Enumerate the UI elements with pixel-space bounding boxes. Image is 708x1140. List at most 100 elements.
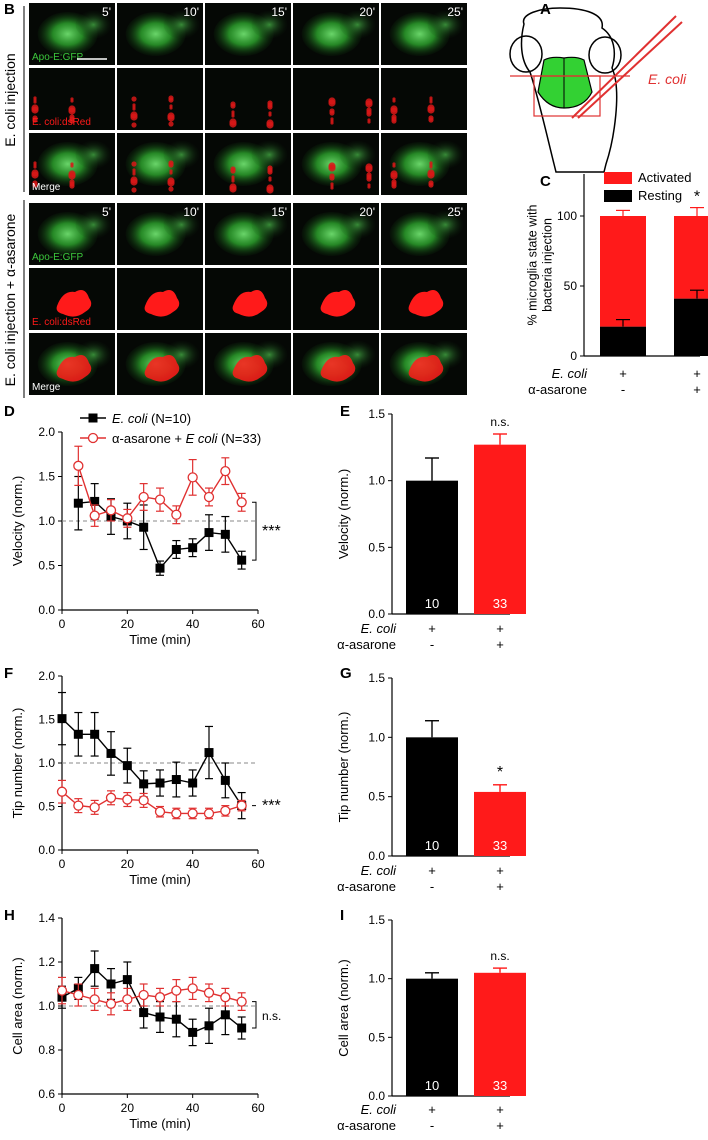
y-tick-label: 1.0 — [368, 474, 385, 488]
bacteria-dot — [329, 110, 335, 116]
y-tick-label: 100 — [557, 209, 577, 223]
series-line — [61, 791, 242, 815]
bar — [474, 444, 526, 614]
y-tick-label: 0.5 — [368, 540, 385, 554]
x-tick-label: 40 — [186, 1101, 200, 1115]
bacteria-dot — [229, 120, 237, 128]
bacteria-dot — [427, 106, 435, 114]
micrograph-tile: 25' — [381, 3, 467, 65]
condition-value: + — [693, 382, 701, 397]
x-tick-label: 0 — [59, 1101, 66, 1115]
time-label: 20' — [359, 5, 375, 19]
bacteria-dot — [328, 164, 336, 172]
bacteria-dot — [167, 179, 175, 187]
micrograph-tile: Merge — [29, 333, 115, 395]
n-label: 10 — [425, 596, 439, 611]
tile-background — [117, 68, 203, 130]
condition-label-ecoli: E. coli — [361, 1102, 398, 1117]
bacteria-dot — [70, 164, 74, 168]
condition-label-ecoli: E. coli — [552, 366, 589, 381]
bacteria-dot — [132, 107, 136, 111]
y-tick-label: 0.6 — [38, 1087, 55, 1101]
legend-swatch — [604, 172, 632, 184]
bacteria-dot — [167, 114, 175, 122]
bacteria-dot — [169, 106, 173, 110]
bar — [474, 791, 526, 856]
legend-label: Resting — [638, 188, 682, 203]
bacteria-dot — [132, 172, 136, 176]
bacteria-dot — [390, 107, 398, 115]
panel-letter-b: B — [4, 1, 15, 18]
significance-label: * — [694, 189, 700, 206]
y-tick-label: 0.5 — [38, 800, 55, 814]
bar — [474, 972, 526, 1096]
microglia-process — [251, 210, 288, 239]
micrograph-tile — [117, 268, 203, 330]
bacteria-dot — [266, 186, 274, 194]
microglia-process — [75, 210, 112, 239]
n-label: 10 — [425, 838, 439, 853]
data-point — [154, 806, 166, 817]
larva-head-outline — [520, 7, 618, 173]
bacteria-dot — [131, 187, 137, 193]
time-label: 25' — [447, 5, 463, 19]
bacteria-dot — [230, 103, 236, 109]
legend-label: E. coli (N=10) — [112, 411, 191, 426]
y-axis-title: Cell area (norm.) — [10, 957, 25, 1055]
x-tick-label: 60 — [251, 1101, 265, 1115]
micrograph-tile — [117, 68, 203, 130]
condition-value: - — [430, 879, 434, 894]
panel-letter-h: H — [4, 907, 15, 924]
injection-needle-2 — [577, 21, 683, 119]
bacteria-dot — [392, 164, 396, 168]
x-tick-label: 40 — [186, 857, 200, 871]
microglia-process — [427, 210, 464, 239]
data-point — [236, 497, 247, 508]
bacteria-dot — [267, 104, 273, 110]
data-point — [154, 992, 166, 1003]
time-label: 15' — [271, 5, 287, 19]
legend-marker — [88, 413, 98, 423]
x-tick-label: 40 — [186, 617, 200, 631]
panel-letter-c: C — [540, 173, 551, 190]
bacteria-dot — [367, 185, 371, 189]
microglia-process — [251, 140, 288, 169]
micrograph-tile — [117, 333, 203, 395]
x-tick-label: 60 — [251, 617, 265, 631]
micrograph-tile: 10' — [117, 3, 203, 65]
micrograph-grid: 5' Apo-E:GFP 10' 15' 20' 25' E. coli:dsRed Merg… — [29, 3, 467, 395]
data-point — [139, 522, 149, 532]
y-tick-label: 0.0 — [38, 843, 55, 857]
bacteria-dot — [168, 97, 174, 103]
data-point — [89, 510, 100, 521]
bacteria-dot — [131, 161, 137, 167]
data-point — [73, 800, 84, 811]
data-point — [105, 998, 117, 1009]
data-point — [188, 1027, 198, 1037]
condition-label-asarone: α-asarone — [528, 382, 587, 397]
bacteria-dot — [231, 114, 235, 118]
panel-letter-d: D — [4, 403, 15, 420]
bacteria-cluster — [144, 290, 180, 317]
significance-label: *** — [262, 523, 281, 540]
data-point — [73, 498, 83, 508]
group2-label: E. coli injection + α-asarone — [2, 213, 18, 386]
microglia-process — [251, 10, 288, 39]
data-point — [204, 1021, 214, 1031]
bacteria-dot — [365, 100, 373, 108]
micrograph-tile: 20' — [293, 203, 379, 265]
y-tick-label: 0.0 — [368, 849, 385, 863]
data-point — [105, 505, 117, 516]
data-point — [188, 778, 198, 788]
y-tick-label: 1.0 — [368, 972, 385, 986]
panel-letter-e: E — [340, 403, 350, 420]
data-point — [89, 994, 100, 1005]
data-point — [106, 979, 116, 989]
data-point — [237, 1023, 247, 1033]
micrograph-tile: 15' — [205, 3, 291, 65]
micrograph-tile: E. coli:dsRed — [29, 68, 115, 130]
y-tick-label: 1.5 — [38, 713, 55, 727]
